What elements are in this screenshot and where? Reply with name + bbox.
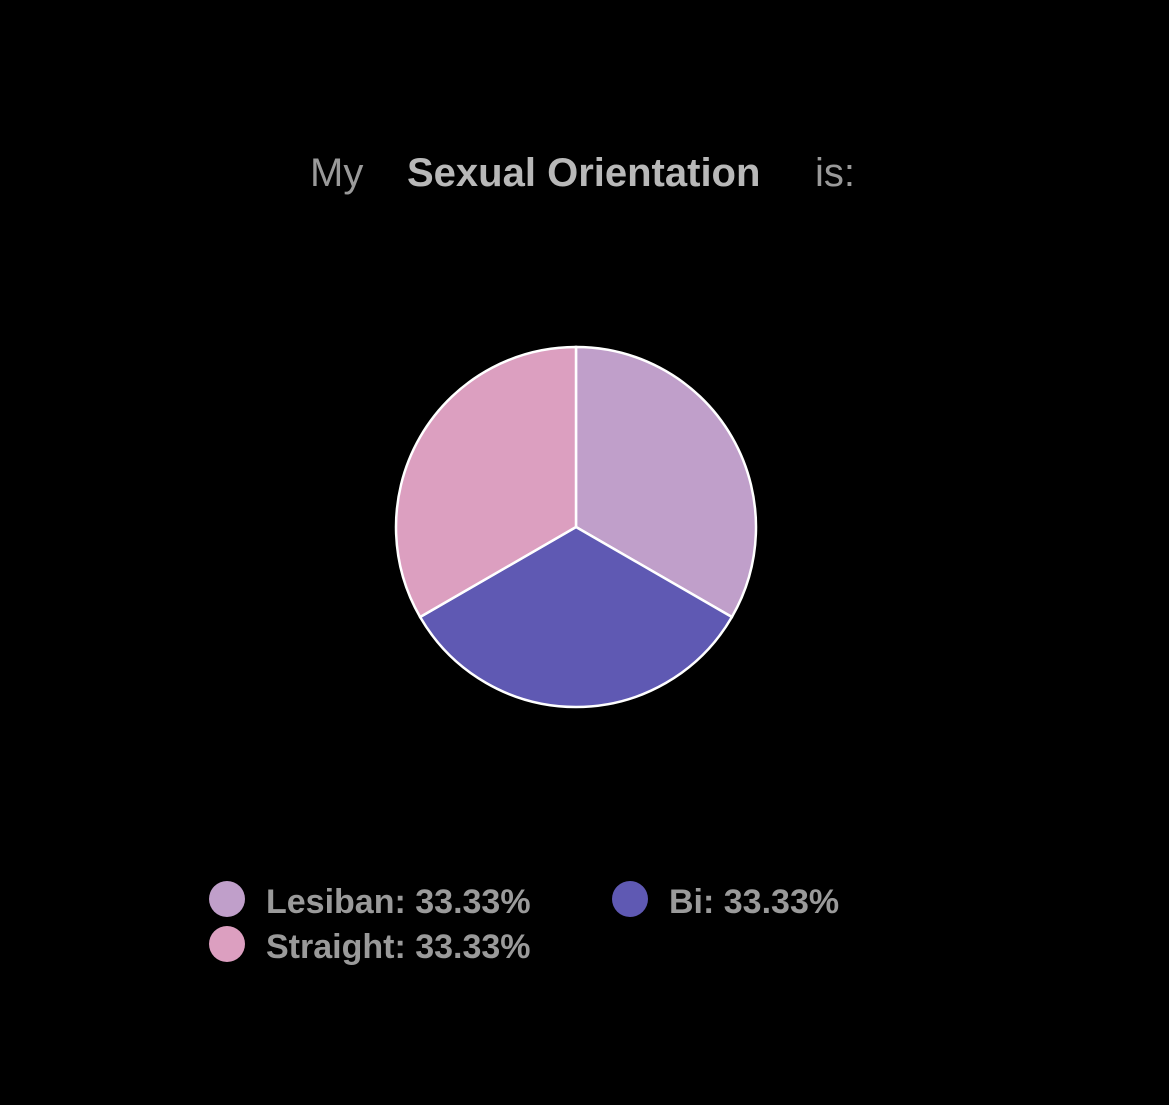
- title-subject: Sexual Orientation: [407, 151, 760, 195]
- pie-slice: [574, 345, 758, 619]
- legend: Lesiban: 33.33% Bi: 33.33% Straight: 33.33…: [209, 881, 839, 966]
- legend-label: Bi: 33.33%: [669, 883, 839, 921]
- pie: [394, 345, 758, 709]
- legend-marker: [209, 926, 245, 962]
- legend-marker: [612, 881, 648, 917]
- pie-slice: [394, 345, 578, 619]
- legend-marker: [209, 881, 245, 917]
- legend-label: Lesiban: 33.33%: [266, 883, 531, 921]
- title-prefix: My: [310, 151, 363, 195]
- title-suffix: is:: [815, 151, 855, 195]
- legend-label: Straight: 33.33%: [266, 928, 531, 966]
